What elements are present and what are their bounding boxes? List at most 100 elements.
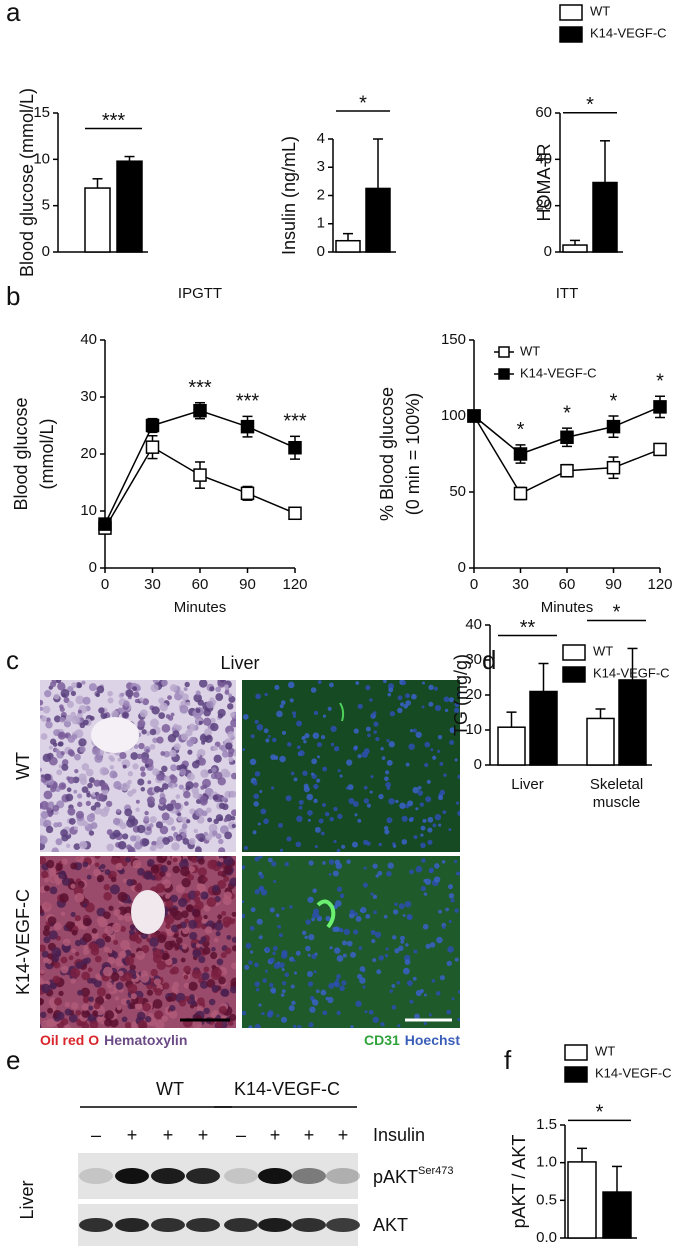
cell	[152, 737, 158, 744]
cell	[203, 717, 212, 726]
cell	[172, 857, 178, 863]
cell	[193, 896, 201, 903]
cell	[77, 793, 83, 799]
cell	[166, 860, 172, 866]
y-axis-label: (mmol/L)	[37, 419, 57, 490]
cell	[162, 837, 170, 845]
cell	[215, 693, 224, 701]
cell	[78, 738, 87, 747]
cell	[117, 914, 124, 921]
y-tick-label: 40	[465, 616, 482, 633]
cell	[81, 1022, 90, 1028]
band	[151, 1218, 185, 1232]
cell	[88, 996, 94, 1002]
significance-label: **	[520, 617, 536, 639]
cell	[60, 956, 68, 964]
cell	[290, 984, 295, 989]
cell	[196, 1005, 204, 1013]
y-tick-label: 4	[317, 130, 325, 147]
cell	[130, 886, 136, 891]
cell	[301, 930, 307, 936]
cell	[254, 889, 260, 895]
vessel	[131, 890, 165, 934]
row-label: K14-VEGF-C	[13, 889, 33, 995]
cell	[339, 774, 343, 778]
band	[79, 1218, 113, 1232]
cell	[335, 900, 342, 907]
cell	[449, 727, 456, 734]
cell	[353, 728, 359, 734]
cell	[172, 910, 183, 921]
cell	[139, 766, 146, 772]
cell	[332, 870, 339, 877]
cell	[259, 789, 263, 793]
y-tick-label: 50	[449, 483, 466, 500]
cell	[211, 830, 218, 836]
cell	[397, 1024, 401, 1028]
cell	[270, 987, 277, 994]
cell	[267, 857, 273, 863]
cell	[158, 712, 166, 719]
cell	[222, 856, 228, 859]
cell	[442, 810, 447, 815]
cell	[409, 869, 414, 875]
cell	[296, 720, 302, 727]
cell	[200, 936, 207, 943]
cell	[450, 898, 455, 903]
cell	[271, 786, 275, 790]
cell	[53, 822, 59, 828]
cell	[150, 968, 158, 977]
cell	[242, 1010, 247, 1016]
cell	[185, 904, 194, 913]
cell	[206, 897, 217, 908]
cell	[142, 698, 150, 706]
cell	[363, 798, 370, 804]
cell	[215, 931, 221, 937]
cell	[161, 723, 171, 733]
band	[224, 1168, 258, 1184]
cell	[161, 680, 168, 687]
cell	[253, 793, 260, 800]
legend-swatch	[564, 1066, 588, 1083]
cell	[437, 735, 443, 740]
cell	[136, 753, 143, 760]
cell	[161, 812, 170, 821]
tissue-label: Liver	[17, 1180, 37, 1219]
band	[292, 1168, 326, 1184]
legend-label: K14-VEGF-C	[595, 1065, 672, 1080]
marker	[193, 403, 207, 418]
cell	[120, 692, 125, 697]
cell	[82, 903, 88, 908]
cell	[52, 955, 60, 963]
cell	[258, 935, 263, 940]
cell	[118, 951, 127, 959]
cell	[199, 795, 208, 804]
legend-marker	[498, 346, 510, 358]
cell	[169, 968, 176, 975]
cell	[287, 681, 295, 689]
cell	[42, 928, 50, 937]
cell	[74, 939, 82, 947]
cell	[384, 776, 389, 782]
x-tick-label: 90	[605, 576, 622, 593]
cell	[387, 862, 394, 869]
cell	[43, 877, 50, 883]
cell	[46, 807, 52, 813]
cell	[60, 829, 68, 837]
significance-label: *	[656, 371, 664, 393]
cell	[273, 880, 277, 884]
cell	[455, 801, 460, 805]
cell	[441, 860, 446, 864]
cell	[135, 807, 140, 812]
cell	[53, 693, 60, 700]
cell	[292, 714, 297, 718]
cell	[242, 865, 246, 870]
cell	[103, 911, 111, 920]
cell	[103, 891, 112, 901]
cell	[269, 907, 275, 913]
cell	[330, 742, 335, 747]
y-tick-label: 20	[465, 686, 482, 703]
cell	[261, 1011, 265, 1016]
cell	[254, 856, 260, 862]
cell	[322, 861, 326, 865]
